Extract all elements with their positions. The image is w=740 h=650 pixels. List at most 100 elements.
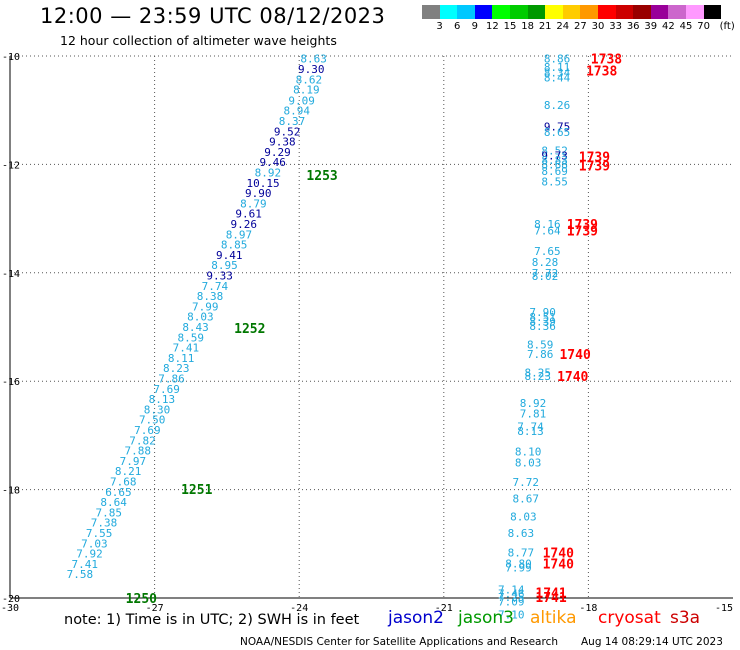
- swh-value-label: 8.59: [178, 331, 205, 344]
- pass-time-label: 1253: [306, 169, 337, 184]
- swh-value-label: 8.25: [525, 367, 552, 380]
- swh-value-label: 9.38: [269, 136, 296, 149]
- swh-value-label: 7.50: [139, 414, 166, 427]
- swh-value-label: 7.72: [512, 476, 539, 489]
- swh-value-label: 8.03: [510, 511, 537, 524]
- swh-value-label: 8.23: [163, 362, 190, 375]
- swh-value-label: 8.86: [544, 53, 571, 66]
- swh-value-label: 7.69: [134, 424, 161, 437]
- footer-credit: NOAA/NESDIS Center for Satellite Applica…: [240, 636, 558, 648]
- x-tick-label: -27: [146, 603, 164, 614]
- pass-time-label: 1741: [535, 587, 566, 602]
- swh-value-label: 8.23: [525, 370, 552, 383]
- swh-value-label: 8.19: [293, 84, 320, 97]
- legend-swatch: [633, 5, 651, 19]
- swh-value-label: 7.55: [86, 527, 113, 540]
- y-tick-label: -20: [2, 594, 20, 605]
- footer-timestamp: Aug 14 08:29:14 UTC 2023: [581, 636, 723, 648]
- swh-value-label: 8.10: [515, 446, 542, 459]
- swh-value-label: 8.02: [532, 270, 559, 283]
- swh-value-label: 7.90: [529, 306, 556, 319]
- swh-value-label: 7.46: [498, 588, 525, 601]
- legend-unit: (ft): [719, 21, 735, 32]
- swh-value-label: 8.85: [221, 239, 248, 252]
- swh-value-label: 8.03: [515, 457, 542, 470]
- swh-value-label: 7.99: [192, 300, 219, 313]
- pass-time-label: 1739: [567, 225, 598, 240]
- swh-value-label: 8.80: [505, 557, 532, 570]
- swh-value-label: 9.75: [544, 120, 571, 133]
- x-tick-label: -24: [290, 603, 308, 614]
- swh-value-label: 7.14: [498, 583, 525, 596]
- legend-tick-label: 21: [538, 21, 552, 32]
- legend-tick-label: 39: [644, 21, 658, 32]
- legend-swatch: [562, 5, 581, 19]
- swh-value-label: 8.67: [512, 492, 539, 505]
- legend-tick-label: 42: [662, 21, 675, 32]
- legend-swatch: [597, 5, 616, 19]
- pass-time-label: 1250: [126, 592, 157, 607]
- y-tick-label: -18: [2, 486, 20, 497]
- swh-value-label: 8.95: [211, 259, 238, 272]
- swh-value-label: 8.44: [544, 72, 571, 85]
- legend-swatch: [492, 5, 510, 19]
- note-text: note: 1) Time is in UTC; 2) SWH is in fe…: [64, 612, 360, 628]
- x-tick-label: -30: [1, 603, 19, 614]
- swh-value-label: 8.13: [517, 425, 544, 438]
- swh-value-label: 9.26: [231, 218, 258, 231]
- pass-time-label: 1252: [234, 322, 265, 337]
- satellite-label-jason3: jason3: [458, 608, 514, 628]
- legend-swatch: [685, 5, 704, 19]
- legend-swatch: [615, 5, 634, 19]
- y-tick-label: -12: [2, 160, 20, 171]
- swh-value-label: 8.97: [226, 228, 253, 241]
- swh-value-label: 9.41: [216, 249, 243, 262]
- swh-value-label: 8.62: [296, 73, 323, 86]
- legend-tick-label: 6: [454, 21, 461, 32]
- swh-value-label: 8.65: [544, 126, 571, 139]
- legend-swatch: [650, 5, 669, 19]
- legend-tick-label: 24: [556, 21, 570, 32]
- swh-value-label: 7.86: [527, 348, 554, 361]
- pass-time-label: 1740: [559, 348, 590, 363]
- swh-value-label: 7.41: [173, 342, 200, 355]
- swh-value-label: 7.09: [498, 595, 525, 608]
- swh-value-label: 7.92: [76, 548, 103, 561]
- swh-value-label: 7.25: [498, 591, 525, 604]
- y-tick-label: -10: [2, 52, 20, 63]
- pass-time-label: 1741: [535, 591, 566, 606]
- swh-value-label: 8.83: [541, 154, 568, 167]
- legend-swatch: [545, 5, 563, 19]
- swh-value-label: 8.28: [532, 256, 559, 269]
- swh-value-label: 8.34: [544, 66, 571, 79]
- legend-swatch: [703, 5, 722, 19]
- pass-time-label: 1740: [543, 557, 574, 572]
- swh-value-label: 6.65: [105, 486, 132, 499]
- swh-value-label: 8.52: [541, 144, 568, 157]
- legend-tick-label: 27: [574, 21, 587, 32]
- swh-value-label: 8.63: [300, 53, 327, 66]
- satellite-label-s3a: s3a: [670, 608, 701, 628]
- legend-tick-label: 12: [486, 21, 499, 32]
- swh-value-label: 8.68: [541, 158, 568, 171]
- swh-value-label: 9.46: [259, 156, 286, 169]
- y-tick-label: -16: [2, 377, 20, 388]
- swh-value-label: 8.37: [279, 115, 306, 128]
- swh-value-label: 8.43: [182, 321, 209, 334]
- pass-time-label: 1739: [579, 150, 610, 165]
- legend-swatch: [457, 5, 475, 19]
- swh-value-label: 7.68: [110, 475, 137, 488]
- swh-value-label: 7.10: [498, 608, 525, 621]
- swh-value-label: 7.41: [71, 558, 98, 571]
- swh-value-label: 7.88: [124, 445, 151, 458]
- swh-value-label: 8.11: [168, 352, 195, 365]
- pass-time-label: 1740: [557, 370, 588, 385]
- swh-value-label: 7.65: [534, 245, 561, 258]
- swh-value-label: 8.77: [508, 546, 535, 559]
- swh-value-label: 8.13: [149, 393, 176, 406]
- page-subtitle: 12 hour collection of altimeter wave hei…: [60, 33, 337, 48]
- x-tick-label: -15: [715, 603, 733, 614]
- swh-value-label: 8.64: [100, 496, 127, 509]
- legend-tick-label: 36: [626, 21, 640, 32]
